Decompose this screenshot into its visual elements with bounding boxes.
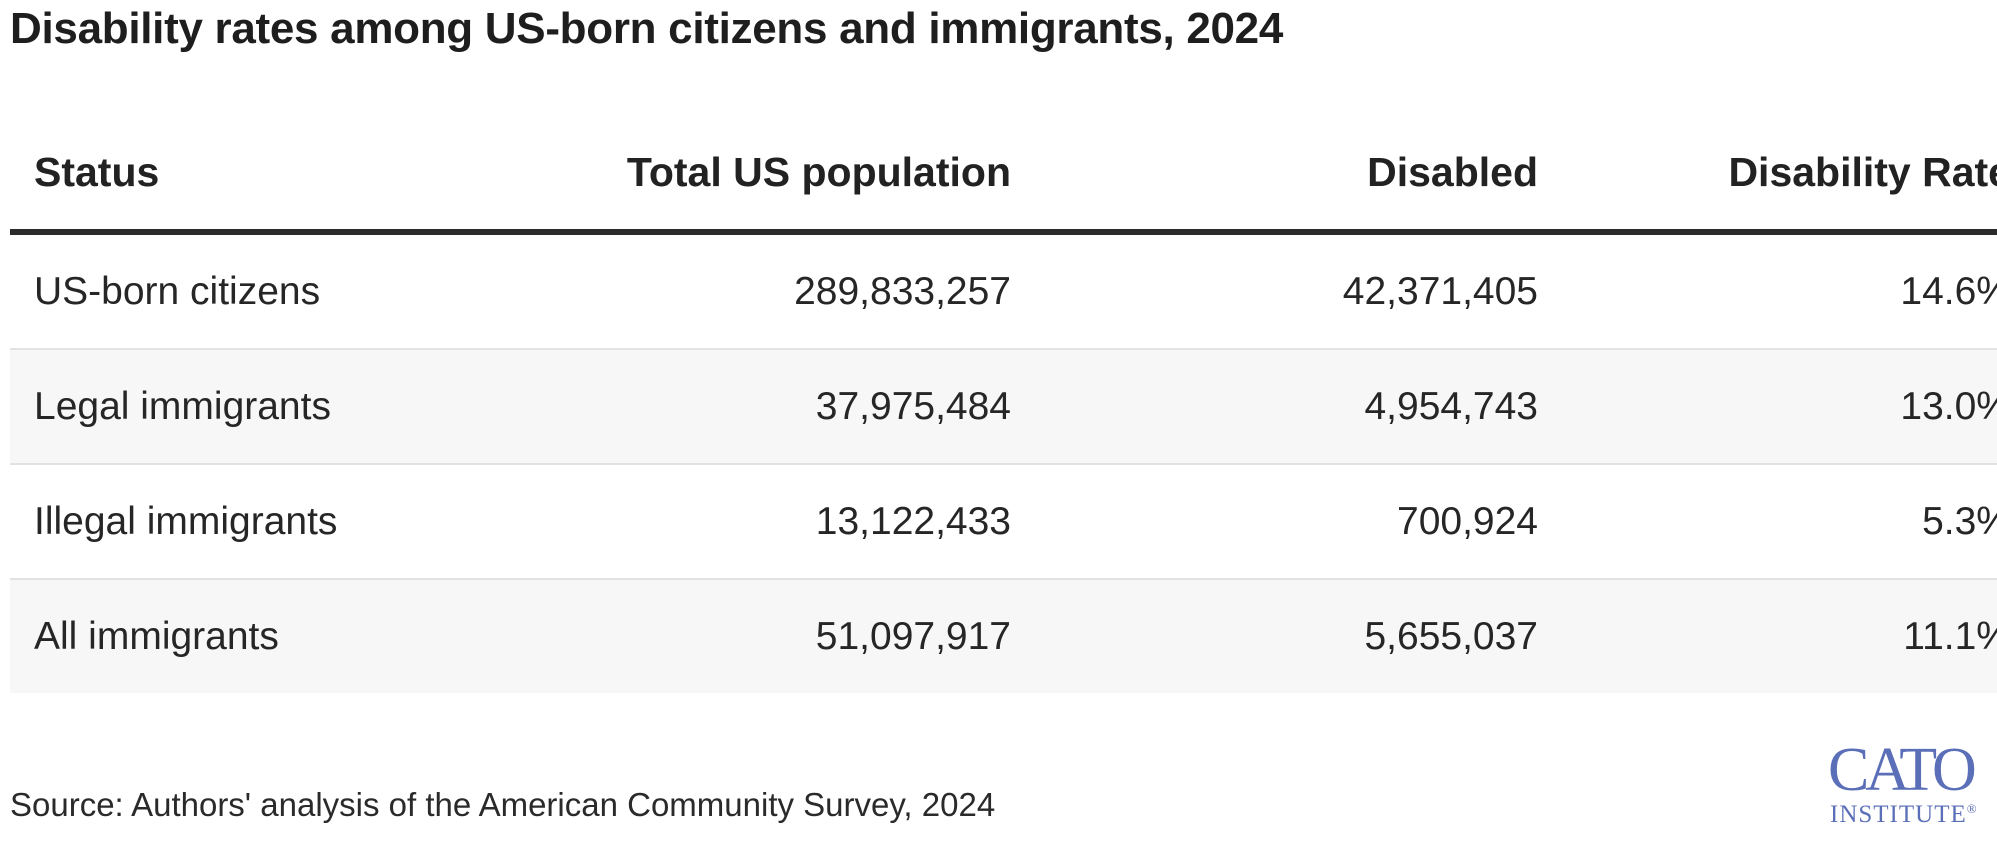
- table-row: All immigrants 51,097,917 5,655,037 11.1…: [10, 579, 1997, 693]
- cell-status: All immigrants: [10, 579, 534, 693]
- table-header-row: Status Total US population Disabled Disa…: [10, 115, 1997, 235]
- table-row: US-born citizens 289,833,257 42,371,405 …: [10, 232, 1997, 350]
- cell-disabled: 4,954,743: [1011, 349, 1538, 465]
- data-table: Status Total US population Disabled Disa…: [10, 115, 1997, 693]
- cato-institute-logo: CATO INSTITUTE®: [1826, 739, 1986, 835]
- cell-status: Illegal immigrants: [10, 464, 534, 580]
- cell-disability-rate: 13.0%: [1538, 349, 1997, 465]
- cell-disability-rate: 5.3%: [1538, 464, 1997, 580]
- cell-total-population: 289,833,257: [534, 232, 1011, 350]
- cell-disabled: 42,371,405: [1011, 232, 1538, 350]
- cell-status: US-born citizens: [10, 232, 534, 350]
- cell-total-population: 37,975,484: [534, 349, 1011, 465]
- column-header-total-population: Total US population: [534, 115, 1011, 235]
- cell-status: Legal immigrants: [10, 349, 534, 465]
- column-header-status: Status: [10, 115, 534, 235]
- column-header-disability-rate: Disability Rate: [1538, 115, 1997, 235]
- cell-disabled: 700,924: [1011, 464, 1538, 580]
- table-row: Illegal immigrants 13,122,433 700,924 5.…: [10, 464, 1997, 580]
- chart-title: Disability rates among US-born citizens …: [10, 4, 1284, 53]
- logo-subtitle: INSTITUTE®: [1830, 801, 1978, 828]
- source-note: Source: Authors' analysis of the America…: [10, 786, 996, 823]
- cell-disability-rate: 11.1%: [1538, 579, 1997, 693]
- cell-total-population: 13,122,433: [534, 464, 1011, 580]
- column-header-disabled: Disabled: [1011, 115, 1538, 235]
- cell-disability-rate: 14.6%: [1538, 232, 1997, 350]
- table-row: Legal immigrants 37,975,484 4,954,743 13…: [10, 349, 1997, 465]
- logo-wordmark: CATO: [1828, 736, 1977, 804]
- cell-disabled: 5,655,037: [1011, 579, 1538, 693]
- cell-total-population: 51,097,917: [534, 579, 1011, 693]
